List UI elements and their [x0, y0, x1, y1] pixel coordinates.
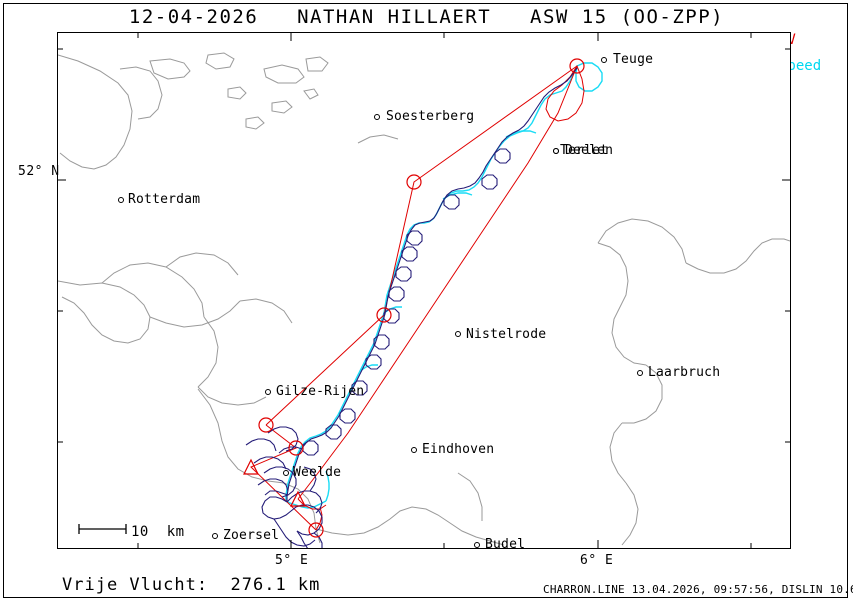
- page-title: 12-04-2026 NATHAN HILLAERT ASW 15 (OO-ZP…: [128, 6, 725, 28]
- city-marker-icon: [637, 370, 643, 376]
- flight-track: [245, 67, 578, 548]
- turnpoint-marker: [406, 174, 422, 190]
- city-marker-icon: [265, 389, 271, 395]
- city-label: Deelen: [565, 143, 614, 158]
- city-marker-icon: [283, 470, 289, 476]
- turnpoint-marker: [288, 440, 304, 456]
- turnpoint-marker: [308, 522, 324, 538]
- vv-trace: [250, 64, 585, 531]
- city-marker-icon: [374, 114, 380, 120]
- scale-bar: [78, 524, 127, 534]
- city-label: Eindhoven: [422, 442, 495, 457]
- coastline-layer: [58, 52, 790, 546]
- city-marker-icon: [553, 148, 559, 154]
- city-label: Weelde: [293, 465, 342, 480]
- city-label: Laarbruch: [648, 365, 721, 380]
- longitude-axis-label-6e: 6° E: [580, 553, 614, 568]
- city-marker-icon: [411, 447, 417, 453]
- city-marker-icon: [601, 57, 607, 63]
- city-label: Terlet: [560, 143, 609, 158]
- map-plot-area[interactable]: [57, 32, 791, 549]
- credit-label: CHARRON.LINE 13.04.2026, 09:57:56, DISLI…: [543, 583, 853, 596]
- turnpoint-marker: [376, 307, 392, 323]
- city-label: Gilze-Rijen: [276, 384, 365, 399]
- finish-marker: [290, 490, 306, 507]
- city-label: Zoersel: [223, 528, 280, 543]
- city-label: Rotterdam: [128, 192, 201, 207]
- turnpoint-markers: [243, 58, 585, 538]
- city-marker-icon: [212, 533, 218, 539]
- city-label: Teuge: [613, 52, 654, 67]
- turnpoint-marker: [569, 58, 585, 74]
- latitude-axis-label: 52° N: [18, 164, 60, 179]
- scale-bar-label: 10 km: [131, 524, 185, 540]
- city-marker-icon: [474, 542, 480, 548]
- free-distance-label: Vrije Vlucht: 276.1 km: [62, 575, 321, 595]
- turnpoint-marker: [258, 417, 274, 433]
- axis-ticks: [58, 33, 790, 548]
- longitude-axis-label-5e: 5° E: [275, 553, 309, 568]
- city-label: Budel: [485, 537, 526, 552]
- city-marker-icon: [118, 197, 124, 203]
- city-label: Nistelrode: [466, 327, 547, 342]
- map-svg: [58, 33, 790, 548]
- start-marker: [243, 458, 259, 475]
- city-marker-icon: [455, 331, 461, 337]
- city-label: Soesterberg: [386, 109, 475, 124]
- page-border: [3, 3, 848, 598]
